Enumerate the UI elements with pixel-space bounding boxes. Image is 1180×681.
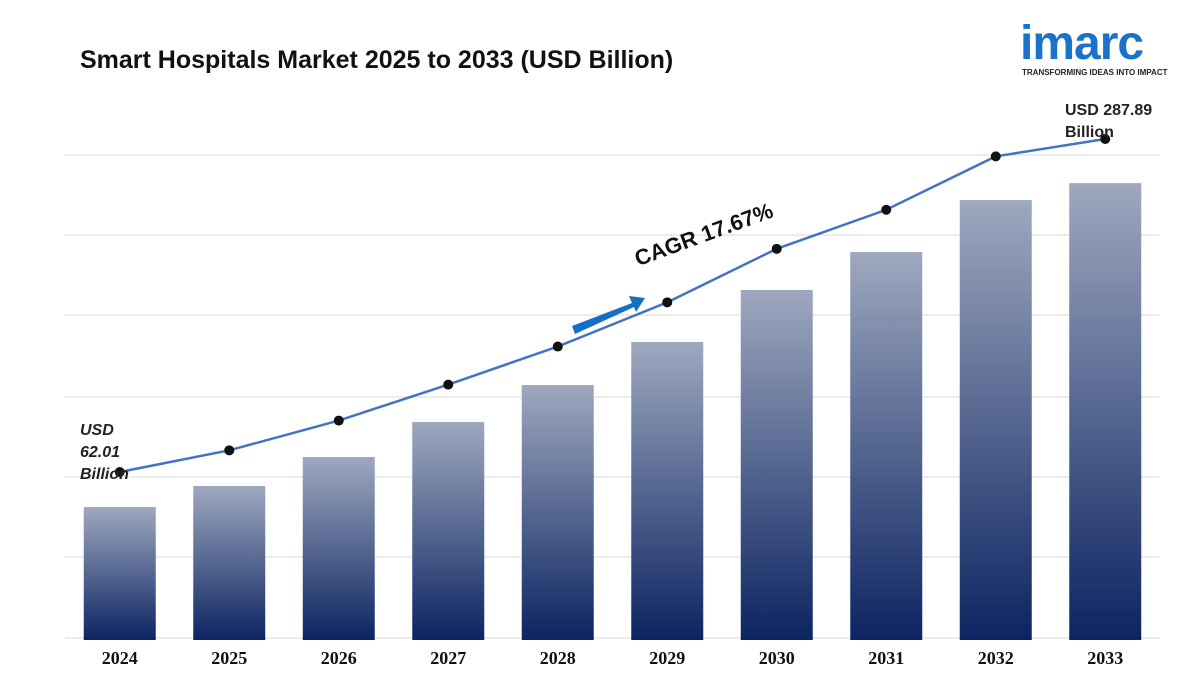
logo: imarc xyxy=(1020,17,1144,70)
x-tick-label: 2027 xyxy=(430,648,466,668)
bar xyxy=(959,200,1032,640)
x-tick-label: 2026 xyxy=(321,648,357,668)
bar xyxy=(302,457,375,640)
x-tick-label: 2028 xyxy=(540,648,576,668)
bar xyxy=(1069,183,1142,640)
trend-point xyxy=(1100,134,1111,144)
bar xyxy=(740,289,813,640)
trend-point xyxy=(333,415,344,426)
x-tick-label: 2029 xyxy=(649,648,685,668)
value-label: USD 62.01 Billion xyxy=(80,422,129,483)
trend-point xyxy=(443,379,454,390)
value-label: USD 287.89 Billion xyxy=(1065,102,1153,141)
x-tick-label: 2031 xyxy=(868,648,904,668)
bar xyxy=(631,342,704,640)
x-tick-label: 2024 xyxy=(102,648,138,668)
trend-line xyxy=(119,137,1106,474)
logo-tagline: TRANSFORMING IDEAS INTO IMPACT xyxy=(1022,68,1168,77)
trend-point xyxy=(990,151,1001,162)
bar xyxy=(83,507,156,640)
x-tick-label: 2025 xyxy=(211,648,247,668)
x-tick-label: 2030 xyxy=(759,648,795,668)
trend-point xyxy=(662,297,673,308)
x-tick-label: 2033 xyxy=(1087,648,1123,668)
bar xyxy=(193,485,266,640)
trend-point xyxy=(224,445,235,456)
bar xyxy=(521,385,594,640)
trend-point xyxy=(881,204,892,215)
x-tick-label: 2032 xyxy=(978,648,1014,668)
trend-point xyxy=(771,243,782,254)
chart-title: Smart Hospitals Market 2025 to 2033 (USD… xyxy=(80,46,674,74)
bar xyxy=(412,422,485,640)
cagr-arrow xyxy=(572,296,645,334)
trend-point xyxy=(114,467,125,477)
bar xyxy=(850,251,923,640)
trend-point xyxy=(552,341,563,352)
